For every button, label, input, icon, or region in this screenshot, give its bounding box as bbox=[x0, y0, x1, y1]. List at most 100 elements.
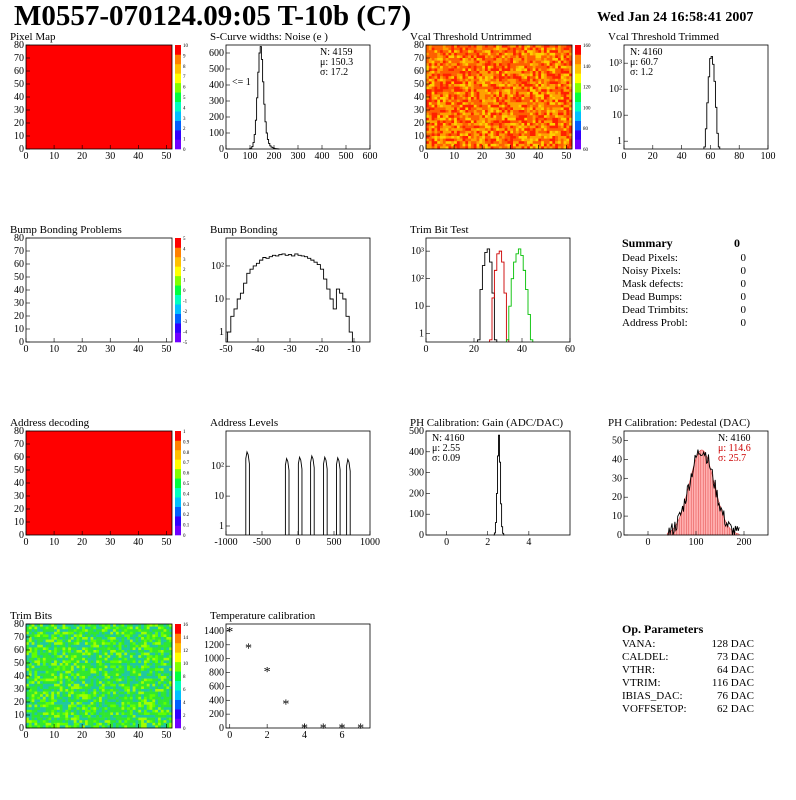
heatmap-cell bbox=[87, 707, 91, 711]
stat-label: σ: 1.2 bbox=[630, 67, 653, 78]
heatmap-cell bbox=[155, 626, 159, 630]
colorbar-label: 8 bbox=[183, 65, 186, 70]
heatmap-cell bbox=[68, 647, 72, 651]
heatmap-cell bbox=[560, 97, 564, 100]
heatmap-cell bbox=[163, 689, 167, 692]
heatmap-cell bbox=[141, 709, 145, 713]
heatmap-cell bbox=[31, 647, 35, 651]
heatmap-cell bbox=[143, 691, 148, 695]
heatmap-cell bbox=[426, 123, 430, 126]
heatmap-cell bbox=[470, 110, 475, 113]
heatmap-cell bbox=[538, 141, 542, 145]
heatmap-cell bbox=[113, 652, 117, 656]
summary-label: Dead Bumps: bbox=[622, 291, 683, 303]
heatmap-cell bbox=[560, 55, 564, 59]
heatmap-cell bbox=[487, 141, 491, 145]
heatmap-cell bbox=[431, 55, 435, 59]
heatmap-cell bbox=[501, 68, 505, 72]
heatmap-cell bbox=[104, 689, 108, 692]
heatmap-cell bbox=[31, 717, 35, 721]
heatmap-cell bbox=[532, 130, 536, 134]
heatmap-cell bbox=[456, 99, 460, 103]
heatmap-cell bbox=[115, 676, 119, 679]
heatmap-cell bbox=[65, 683, 69, 687]
heatmap-cell bbox=[56, 634, 60, 638]
heatmap-cell bbox=[459, 117, 463, 121]
heatmap-cell bbox=[440, 86, 444, 90]
heatmap-cell bbox=[476, 115, 480, 119]
op-parameter-row: VOFFSETOP: 62 DAC bbox=[622, 703, 754, 716]
heatmap-cell bbox=[428, 68, 432, 72]
heatmap-cell bbox=[431, 58, 435, 61]
heatmap-cell bbox=[48, 683, 52, 687]
histogram-peak bbox=[297, 455, 303, 535]
heatmap-cell bbox=[166, 657, 170, 661]
heatmap-cell bbox=[527, 86, 531, 90]
heatmap-cell bbox=[566, 45, 570, 48]
heatmap-cell bbox=[87, 655, 91, 659]
heatmap-cell bbox=[149, 683, 153, 687]
heatmap-cell bbox=[155, 629, 159, 633]
x-tick-label: -1000 bbox=[214, 537, 237, 548]
heatmap-cell bbox=[451, 63, 455, 67]
heatmap-cell bbox=[79, 631, 83, 635]
heatmap-cell bbox=[479, 65, 483, 69]
heatmap-cell bbox=[155, 715, 159, 718]
heatmap-cell bbox=[31, 668, 35, 672]
heatmap-cell bbox=[468, 47, 472, 51]
heatmap-cell bbox=[51, 665, 55, 669]
heatmap-cell bbox=[442, 65, 446, 69]
heatmap-cell bbox=[507, 60, 511, 64]
heatmap-cell bbox=[155, 696, 159, 700]
heatmap-cell bbox=[468, 71, 472, 74]
heatmap-cell bbox=[462, 110, 466, 113]
heatmap-cell bbox=[110, 696, 114, 700]
heatmap-cell bbox=[479, 102, 483, 106]
heatmap-cell bbox=[135, 722, 139, 726]
heatmap-cell bbox=[546, 89, 550, 93]
heatmap-cell bbox=[45, 665, 49, 669]
heatmap-cell bbox=[549, 112, 553, 116]
heatmap-cell bbox=[499, 55, 503, 59]
heatmap-cell bbox=[426, 76, 430, 80]
heatmap-cell bbox=[138, 626, 142, 630]
heatmap-cell bbox=[454, 102, 458, 106]
heatmap-cell bbox=[557, 128, 562, 132]
heatmap-cell bbox=[501, 102, 505, 106]
heatmap-cell bbox=[76, 694, 80, 698]
heatmap-cell bbox=[499, 68, 503, 72]
colorbar-segment bbox=[175, 332, 181, 343]
heatmap-cell bbox=[62, 683, 66, 687]
heatmap-cell bbox=[546, 76, 550, 80]
heatmap-cell bbox=[169, 668, 173, 672]
heatmap-cell bbox=[468, 146, 472, 150]
heatmap-cell bbox=[163, 720, 167, 724]
heatmap-cell bbox=[552, 63, 556, 67]
heatmap-cell bbox=[37, 624, 41, 627]
heatmap-cell bbox=[538, 63, 542, 67]
heatmap-cell bbox=[76, 634, 80, 638]
heatmap-cell bbox=[434, 86, 438, 90]
heatmap-cell bbox=[146, 704, 150, 708]
heatmap-cell bbox=[482, 81, 486, 85]
heatmap-cell bbox=[28, 644, 32, 648]
heatmap-cell bbox=[113, 717, 117, 721]
y-tick-label: 60 bbox=[14, 259, 24, 270]
heatmap-cell bbox=[428, 78, 432, 82]
heatmap-cell bbox=[442, 58, 446, 61]
heatmap-cell bbox=[152, 626, 156, 630]
heatmap-cell bbox=[456, 94, 460, 98]
heatmap-cell bbox=[448, 55, 452, 59]
heatmap-cell bbox=[515, 68, 519, 72]
heatmap-cell bbox=[79, 681, 83, 685]
heatmap-cell bbox=[521, 128, 525, 132]
heatmap-cell bbox=[59, 670, 63, 674]
heatmap-cell bbox=[451, 55, 455, 59]
heatmap-cell bbox=[555, 138, 559, 142]
heatmap-cell bbox=[532, 84, 536, 87]
heatmap-cell bbox=[437, 76, 441, 80]
heatmap-cell bbox=[138, 676, 142, 679]
heatmap-cell bbox=[155, 678, 159, 682]
heatmap-cell bbox=[155, 642, 159, 646]
heatmap-cell bbox=[543, 63, 548, 67]
